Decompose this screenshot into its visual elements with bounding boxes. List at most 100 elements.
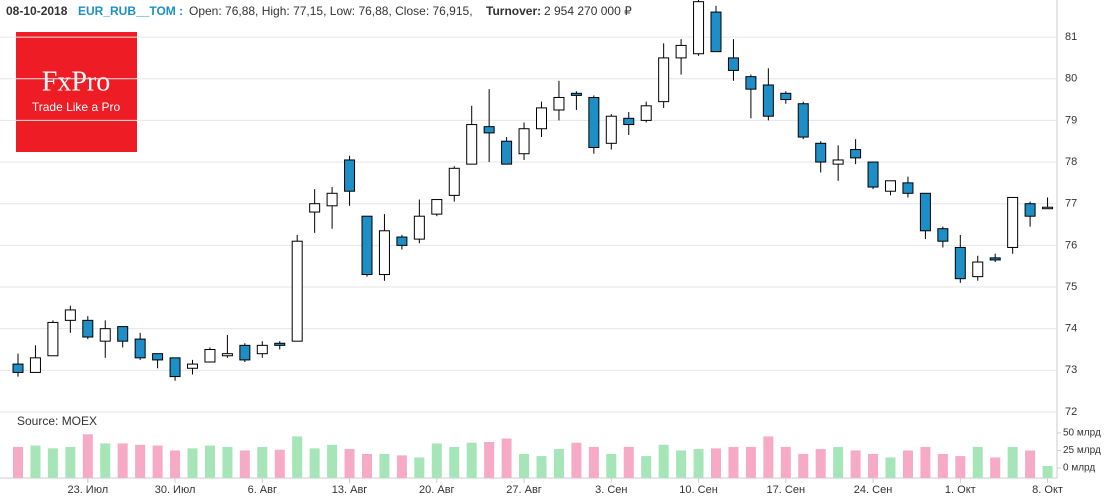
candle-body	[274, 342, 286, 346]
volume-bar	[902, 450, 913, 478]
candle-body	[152, 353, 164, 361]
volume-bar	[623, 446, 634, 478]
candle-body	[937, 228, 949, 242]
volume-bar	[676, 450, 687, 478]
volume-bar	[536, 456, 547, 478]
x-tick-label: 17. Сен	[767, 484, 805, 496]
volume-bar	[65, 446, 76, 478]
volume-bar	[850, 450, 861, 478]
volume-bar	[658, 444, 669, 478]
candle-body	[221, 353, 233, 357]
candle-body	[396, 236, 408, 246]
volume-bar	[553, 449, 564, 478]
candle-body	[1024, 203, 1036, 217]
volume-bar	[920, 446, 931, 478]
volume-bar	[309, 448, 320, 478]
candle-body	[483, 126, 495, 134]
volume-bar	[763, 436, 774, 478]
header-turnover-label: Turnover:	[486, 4, 541, 18]
volume-bar	[641, 456, 652, 478]
candle-body	[989, 257, 1001, 261]
volume-bar	[396, 455, 407, 478]
candle-body	[570, 92, 582, 96]
candle-body	[605, 115, 617, 144]
volume-bar	[728, 446, 739, 478]
candle-body	[745, 76, 757, 90]
candle-body	[204, 349, 216, 363]
candle-body	[972, 261, 984, 278]
header-turnover-value: 2 954 270 000 ₽	[544, 4, 632, 18]
candle-body	[919, 192, 931, 232]
y-tick-label: 80	[1065, 73, 1077, 85]
candle-body	[710, 11, 722, 53]
volume-bar	[82, 434, 93, 478]
x-tick-label: 8. Окт	[1032, 484, 1063, 496]
source: Source: MOEX	[17, 414, 97, 428]
x-tick-label: 1. Окт	[945, 484, 976, 496]
y-tick-label: 75	[1065, 281, 1077, 293]
volume-bar	[937, 453, 948, 478]
y-tick-label: 76	[1065, 239, 1077, 251]
x-tick-label: 10. Сен	[679, 484, 717, 496]
candle-body	[623, 117, 635, 126]
y-tick-label: 73	[1065, 364, 1077, 376]
volume-bar	[431, 443, 442, 478]
candle-body	[850, 149, 862, 159]
candle-body	[134, 338, 146, 359]
volume-bar	[292, 436, 303, 478]
x-tick-label: 13. Авг	[332, 484, 368, 496]
y2-tick-label: 25 млрд	[1063, 445, 1101, 456]
volume-bar	[501, 438, 512, 478]
volume-bar	[362, 453, 372, 478]
volume-bar	[484, 442, 495, 478]
volume-bar	[30, 445, 41, 478]
volume-bar	[745, 446, 756, 478]
logo-name: FxPro	[42, 66, 110, 97]
volume-bar	[204, 445, 215, 478]
x-tick-label: 23. Июл	[67, 484, 108, 496]
candle-body	[99, 328, 111, 342]
y2-tick-label: 50 млрд	[1063, 428, 1101, 439]
x-tick-label: 27. Авг	[506, 484, 542, 496]
volume-bar	[990, 457, 1001, 478]
volume-bar	[1042, 465, 1053, 478]
volume-bar	[100, 443, 111, 478]
volume-bar	[344, 449, 355, 478]
candle-body	[902, 182, 914, 194]
candle-body	[169, 357, 181, 378]
candle-body	[82, 319, 94, 338]
volume-bar	[466, 442, 477, 478]
candle-body	[815, 142, 827, 163]
candle-body	[291, 240, 303, 342]
volume-bar	[588, 446, 599, 478]
candle-body	[12, 363, 24, 373]
x-tick-label: 3. Сен	[595, 484, 627, 496]
candle-body	[501, 140, 513, 165]
volume-bar	[693, 449, 704, 478]
candle-body	[797, 103, 809, 138]
candle-body	[413, 215, 425, 240]
volume-bar	[135, 444, 146, 478]
logo-box	[16, 32, 137, 152]
y-tick-label: 77	[1065, 198, 1077, 210]
volume-bar	[222, 446, 233, 478]
candle-body	[239, 344, 251, 361]
x-tick-label: 6. Авг	[248, 484, 277, 496]
candle-body	[326, 192, 338, 207]
x-tick-label: 20. Авг	[419, 484, 455, 496]
candle-body	[431, 199, 443, 215]
candle-body	[344, 159, 356, 192]
candle-body	[536, 107, 547, 130]
volume-bar	[239, 450, 250, 478]
candle-body	[832, 159, 844, 165]
volume-bar	[868, 453, 879, 478]
volume-bar	[13, 446, 23, 478]
volume-bar	[449, 446, 460, 478]
candle-body	[448, 167, 460, 196]
candle-body	[727, 57, 739, 71]
x-tick-label: 30. Июл	[155, 484, 196, 496]
volume-bar	[606, 453, 617, 478]
volume-bar	[187, 448, 198, 478]
volume-bar	[1025, 450, 1036, 478]
candle-body	[640, 105, 652, 121]
